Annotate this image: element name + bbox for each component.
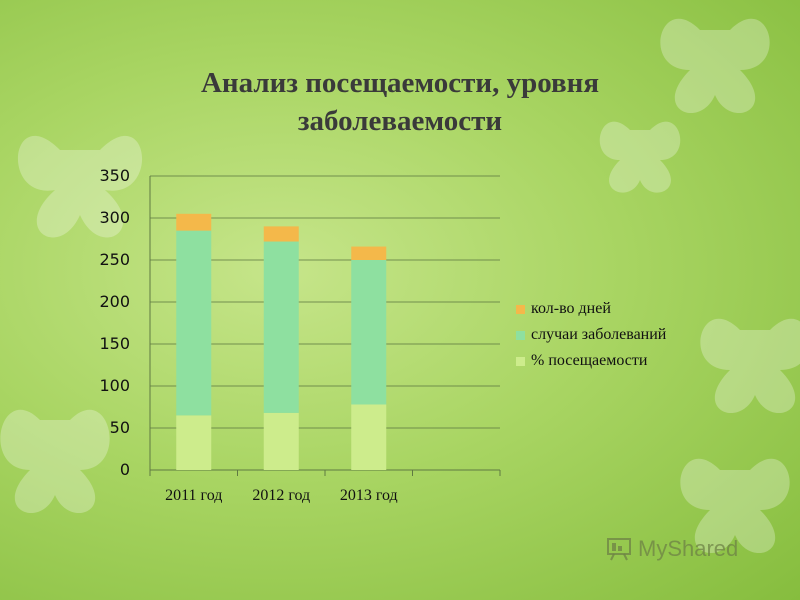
watermark-text: MyShared bbox=[638, 536, 739, 561]
legend-swatch-cases bbox=[516, 330, 525, 340]
bar-attendance-2 bbox=[263, 412, 299, 470]
chart-legend: кол-во дней случаи заболеваний % посещае… bbox=[516, 296, 666, 374]
y-tick-label-50: 50 bbox=[110, 418, 130, 437]
y-tick-label-100: 100 bbox=[99, 376, 130, 395]
legend-item-attendance: % посещаемости bbox=[516, 348, 666, 374]
legend-item-days: кол-во дней bbox=[516, 296, 666, 322]
bar-attendance-1 bbox=[176, 415, 212, 470]
legend-label-cases: случаи заболеваний bbox=[531, 326, 667, 343]
legend-swatch-days bbox=[516, 304, 525, 314]
chart-title: Анализ посещаемости, уровня заболеваемос… bbox=[140, 64, 660, 140]
y-tick-label-350: 350 bbox=[99, 166, 130, 185]
presentation-board-icon bbox=[607, 538, 631, 561]
bar-cases-1 bbox=[176, 230, 212, 416]
bar-days-2 bbox=[263, 226, 299, 242]
y-tick-label-250: 250 bbox=[99, 250, 130, 269]
chart-title-line-1: Анализ посещаемости, уровня bbox=[200, 67, 600, 99]
bar-attendance-3 bbox=[351, 404, 387, 470]
x-tick-label-1: 2011 год bbox=[165, 487, 222, 504]
watermark: MyShared bbox=[606, 536, 738, 562]
y-tick-label-0: 0 bbox=[120, 460, 130, 479]
x-tick-label-2: 2012 год bbox=[252, 487, 310, 504]
chart-title-line-2: заболеваемости bbox=[297, 105, 503, 137]
bar-days-1 bbox=[176, 213, 212, 231]
x-tick-label-3: 2013 год bbox=[340, 487, 398, 504]
bar-cases-3 bbox=[351, 260, 387, 405]
y-tick-label-200: 200 bbox=[99, 292, 130, 311]
y-tick-label-150: 150 bbox=[99, 334, 130, 353]
legend-label-attendance: % посещаемости bbox=[531, 352, 648, 369]
bar-days-3 bbox=[351, 246, 387, 260]
legend-label-days: кол-во дней bbox=[531, 300, 611, 317]
bar-cases-2 bbox=[263, 241, 299, 413]
legend-swatch-attendance bbox=[516, 356, 525, 366]
legend-item-cases: случаи заболеваний bbox=[516, 322, 666, 348]
y-tick-label-300: 300 bbox=[99, 208, 130, 227]
